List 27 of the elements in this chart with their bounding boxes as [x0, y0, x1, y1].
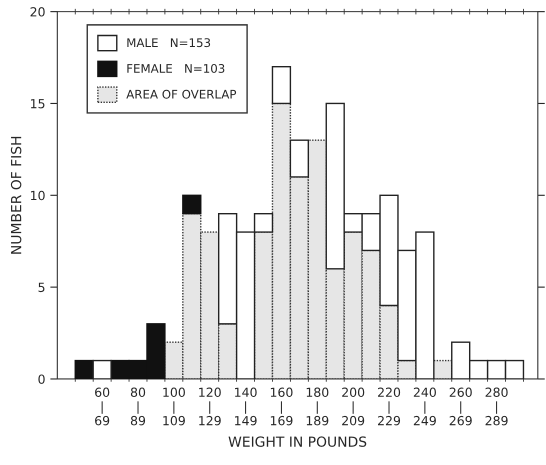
y-tick-label: 20: [30, 7, 45, 17]
x-tick-label: 120 | 129: [199, 388, 221, 426]
legend-label: MALE N=153: [127, 38, 210, 48]
bar: [182, 194, 202, 214]
x-tick-label: 260 | 269: [450, 388, 472, 426]
x-tick-label: 240 | 249: [414, 388, 436, 426]
y-tick-label: 10: [30, 190, 45, 200]
y-axis-title: NUMBER OF FISH: [10, 136, 22, 254]
bar: [74, 360, 94, 379]
y-tick-label: 0: [38, 374, 45, 384]
x-tick-label: 100 | 109: [163, 388, 185, 426]
x-tick-label: 140 | 149: [235, 388, 257, 426]
bar: [92, 360, 112, 379]
legend-label: AREA OF OVERLAP: [126, 90, 236, 99]
x-tick-label: 180 | 189: [306, 388, 328, 426]
x-tick-label: 80 | 89: [130, 388, 146, 426]
x-tick-label: 220 | 229: [378, 388, 400, 426]
x-tick-label: 160 | 169: [270, 388, 293, 426]
y-tick-label: 5: [38, 282, 44, 292]
bar: [290, 140, 310, 178]
x-tick-label: 200 | 209: [342, 388, 364, 426]
bar: [272, 66, 292, 104]
x-axis-title: WEIGHT IN POUNDS: [228, 436, 366, 447]
y-tick-label: 15: [30, 99, 44, 108]
legend-label: FEMALE N=103: [127, 64, 224, 73]
x-tick-label: 280 | 289: [486, 388, 508, 426]
x-tick-label: 60 | 69: [95, 388, 110, 426]
